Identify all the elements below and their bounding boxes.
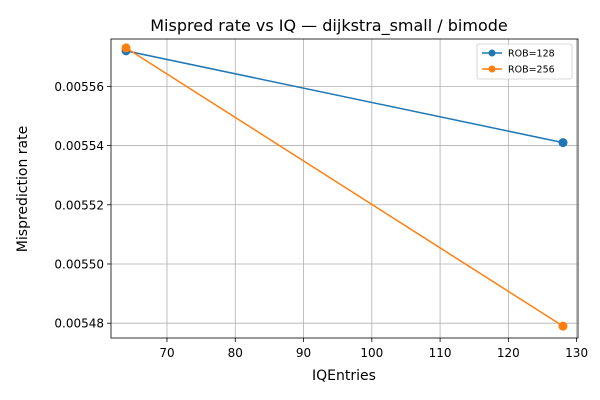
y-tick-label: 0.00552 — [54, 198, 104, 212]
grid — [111, 39, 578, 338]
chart-title: Mispred rate vs IQ — dijkstra_small / bi… — [150, 16, 507, 36]
legend-marker — [488, 49, 496, 57]
legend-label: ROB=256 — [508, 65, 555, 76]
data-point — [121, 43, 131, 53]
x-tick-label: 70 — [159, 346, 174, 360]
x-tick-label: 130 — [565, 346, 588, 360]
series-line-0 — [125, 50, 564, 144]
data-point — [558, 321, 568, 331]
x-axis-label: IQEntries — [312, 368, 376, 384]
axis-ticks: 70 80 90 100 110 120 130 0.00548 0.00550 0.00552 0… — [54, 80, 588, 360]
series-line-1 — [125, 47, 564, 327]
legend-label: ROB=128 — [508, 49, 555, 60]
data-point — [558, 138, 568, 148]
legend: ROB=128 ROB=256 — [476, 43, 573, 80]
x-tick-label: 90 — [296, 346, 311, 360]
legend-marker — [488, 65, 496, 73]
y-tick-label: 0.00548 — [54, 317, 104, 331]
x-tick-label: 120 — [497, 346, 520, 360]
y-tick-label: 0.00550 — [54, 257, 104, 271]
x-tick-label: 110 — [429, 346, 452, 360]
x-tick-label: 80 — [228, 346, 243, 360]
y-tick-label: 0.00554 — [54, 139, 104, 153]
y-axis-label: Misprediction rate — [15, 126, 31, 252]
x-tick-label: 100 — [360, 346, 383, 360]
y-tick-label: 0.00556 — [54, 80, 104, 94]
plot-series — [121, 43, 568, 331]
plot-frame — [110, 38, 579, 339]
